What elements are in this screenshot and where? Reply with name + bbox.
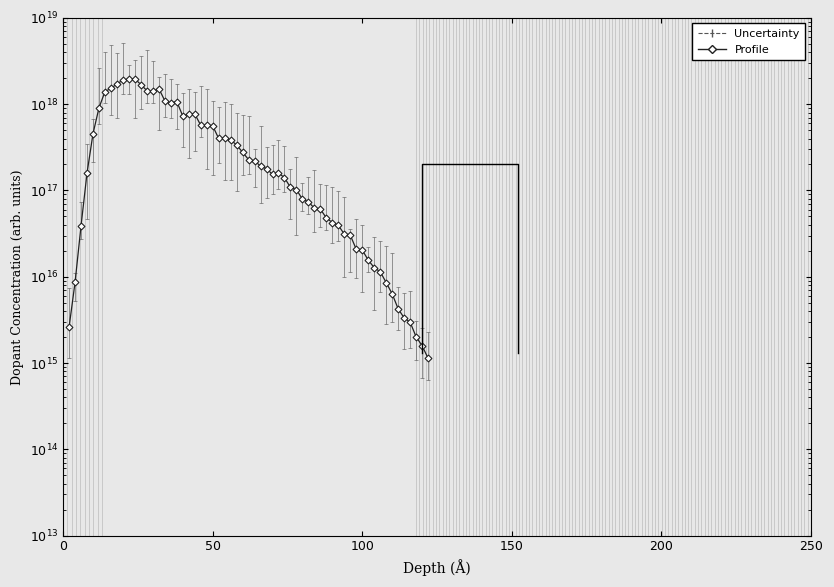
- Profile: [64, 323, 74, 330]
- Profile: [423, 355, 433, 362]
- Profile: [130, 75, 140, 82]
- Line: Profile: Profile: [67, 76, 430, 360]
- Profile: [196, 122, 206, 129]
- Profile: [285, 184, 295, 191]
- X-axis label: Depth (Å): Depth (Å): [403, 559, 471, 576]
- Y-axis label: Dopant Concentration (arb. units): Dopant Concentration (arb. units): [11, 169, 24, 384]
- Profile: [153, 85, 163, 92]
- Profile: [262, 165, 272, 172]
- Legend: Uncertainty, Profile: Uncertainty, Profile: [692, 23, 806, 60]
- Profile: [381, 279, 391, 286]
- Profile: [142, 87, 152, 94]
